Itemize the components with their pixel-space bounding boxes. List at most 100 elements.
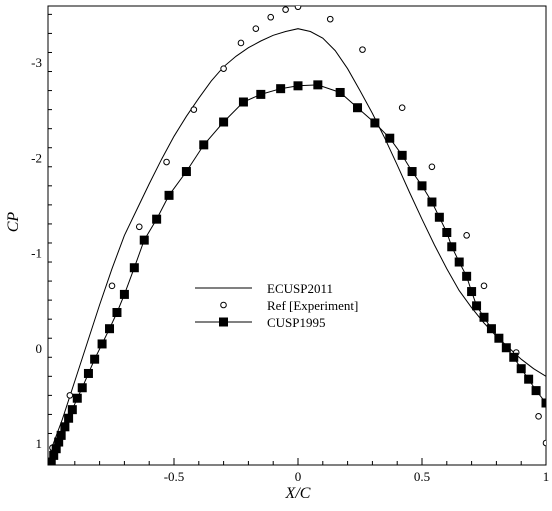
data-point xyxy=(56,430,66,440)
legend-label: CUSP1995 xyxy=(267,315,326,330)
data-point xyxy=(139,235,149,245)
data-point xyxy=(199,140,209,150)
data-point xyxy=(486,324,496,334)
data-point xyxy=(181,167,191,177)
data-point xyxy=(397,150,407,160)
y-tick-label: 1 xyxy=(36,436,43,451)
data-point xyxy=(282,6,289,13)
data-point xyxy=(190,106,198,113)
data-point xyxy=(152,214,162,224)
data-point xyxy=(67,405,77,415)
legend-item: CUSP1995 xyxy=(195,315,326,330)
series-layer xyxy=(48,6,546,465)
data-point xyxy=(48,457,56,465)
legend-marker xyxy=(220,301,227,309)
data-point xyxy=(54,437,64,447)
data-point xyxy=(66,392,74,399)
data-point xyxy=(359,46,366,53)
series-cusp1995 xyxy=(48,80,546,465)
data-point xyxy=(542,439,546,447)
data-point xyxy=(509,352,519,362)
data-point xyxy=(370,118,380,128)
data-point xyxy=(294,6,302,11)
plot-border xyxy=(47,5,547,466)
series-ref-experiment xyxy=(49,6,546,452)
data-point xyxy=(501,343,511,353)
data-point xyxy=(90,354,100,364)
data-point xyxy=(51,444,61,454)
y-tick-label: -2 xyxy=(31,150,42,165)
data-point xyxy=(105,324,115,334)
legend-label: ECUSP2011 xyxy=(267,281,333,296)
y-axis-label: CP xyxy=(5,212,22,233)
y-tick-label: -3 xyxy=(31,55,42,70)
data-point xyxy=(516,364,526,374)
y-axis: -3 -2 -1 0 1 xyxy=(31,13,52,451)
data-point xyxy=(454,257,464,267)
data-point xyxy=(163,158,170,166)
x-tick-label: 1 xyxy=(543,469,550,484)
y-tick-label: 0 xyxy=(36,341,43,356)
data-point xyxy=(447,242,457,252)
data-point xyxy=(276,84,286,94)
plot-frame xyxy=(47,5,547,466)
x-tick-label: -0.5 xyxy=(164,469,185,484)
data-point xyxy=(353,103,363,113)
data-point xyxy=(252,25,260,32)
data-point xyxy=(535,413,542,420)
x-axis-label: X/C xyxy=(285,485,311,502)
data-point xyxy=(64,413,74,423)
data-point xyxy=(462,271,472,281)
data-point xyxy=(494,333,504,343)
data-point xyxy=(83,368,93,378)
data-point xyxy=(238,97,248,107)
data-point xyxy=(112,308,122,318)
data-point xyxy=(267,13,275,21)
data-point xyxy=(463,232,470,239)
data-point xyxy=(442,227,452,237)
data-point xyxy=(108,282,116,290)
data-point xyxy=(467,287,477,297)
legend-item: Ref [Experiment] xyxy=(220,298,358,313)
data-point xyxy=(220,65,227,72)
data-point xyxy=(407,167,417,177)
series-line xyxy=(50,84,546,463)
data-point xyxy=(326,15,334,23)
data-point xyxy=(398,104,406,112)
data-point xyxy=(428,163,436,171)
data-point xyxy=(417,181,427,191)
data-point xyxy=(219,117,229,127)
legend-item: ECUSP2011 xyxy=(195,281,333,296)
data-point xyxy=(434,212,444,222)
data-point xyxy=(49,450,59,460)
data-point xyxy=(524,374,534,384)
data-point xyxy=(72,393,82,403)
data-point xyxy=(164,190,174,200)
series-line xyxy=(49,28,546,453)
data-point xyxy=(293,81,303,91)
data-point xyxy=(541,398,546,408)
data-point xyxy=(60,422,70,432)
data-point xyxy=(135,223,143,231)
y-tick-label: -1 xyxy=(31,246,42,261)
data-point xyxy=(129,263,139,273)
data-point xyxy=(472,301,482,311)
legend-marker xyxy=(219,317,228,327)
series-ecusp2011 xyxy=(49,28,546,453)
data-point xyxy=(77,383,87,393)
data-point xyxy=(313,80,323,90)
legend: ECUSP2011 Ref [Experiment] CUSP1995 xyxy=(195,281,358,330)
data-point xyxy=(385,133,395,143)
data-point xyxy=(479,312,489,322)
data-point xyxy=(97,339,107,349)
x-axis: -0.5 0 0.5 1 xyxy=(49,458,550,484)
data-point xyxy=(237,39,245,47)
data-point xyxy=(531,386,541,396)
x-tick-label: 0.5 xyxy=(414,469,430,484)
x-tick-label: 0 xyxy=(295,469,302,484)
data-point xyxy=(119,289,129,299)
data-point xyxy=(480,282,488,290)
data-point xyxy=(256,89,266,99)
